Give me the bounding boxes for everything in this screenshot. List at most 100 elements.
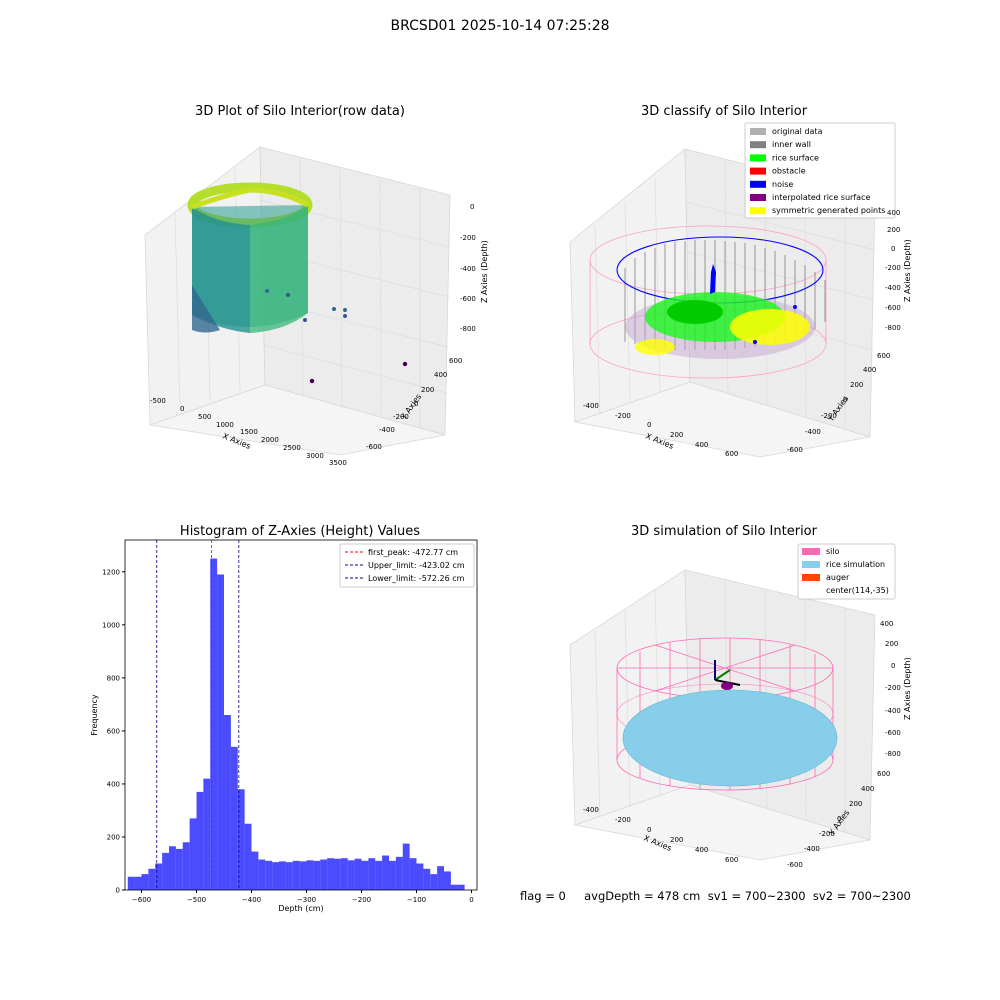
histogram-bar: [244, 823, 252, 890]
histogram-title: Histogram of Z-Axies (Height) Values: [179, 524, 421, 539]
histogram-bar: [155, 863, 163, 890]
legend-label: symmetric generated points: [772, 206, 885, 215]
histogram-y-axis-label: Frequency: [90, 694, 99, 736]
histogram-xtick-label: −600: [132, 896, 151, 904]
histogram-bar: [450, 884, 458, 890]
raw-z-axis-label: Z Axies (Depth): [480, 240, 489, 303]
raw-point-cloud: [187, 182, 408, 384]
classify-ytick: 400: [863, 366, 876, 374]
classify-ytick: 200: [850, 381, 863, 389]
sim-ytick: -600: [787, 861, 803, 869]
legend-label: rice surface: [772, 153, 819, 162]
histogram-bar: [375, 860, 383, 890]
sim-floor-pane: [573, 784, 871, 861]
classify-ytick: 600: [877, 352, 890, 360]
histogram-xtick-label: −500: [187, 896, 206, 904]
figure-title: BRCSD01 2025-10-14 07:25:28: [390, 18, 610, 34]
histogram-x-ticks: −600 −500 −400 −300 −200 −100 0: [132, 890, 474, 904]
legend-label: obstacle: [772, 167, 806, 176]
histogram-bar: [224, 715, 231, 890]
sim-x-ticks: -400 -200 0 200 400 600: [583, 806, 738, 864]
histogram-bar: [134, 876, 142, 890]
classify-xtick: 0: [647, 421, 651, 429]
raw-xtick: -500: [150, 397, 166, 405]
classify-ztick: -600: [885, 304, 901, 312]
histogram-bar: [382, 855, 389, 890]
histogram-bar: [279, 861, 286, 890]
sim-y-ticks: 600 400 200 0 -200 -400 -600: [787, 770, 890, 869]
histogram-legend-label: Upper_limit: -423.02 cm: [368, 561, 465, 570]
simulation-plot-title: 3D simulation of Silo Interior: [631, 524, 817, 539]
histogram-bar: [327, 858, 334, 890]
histogram-bar: [306, 860, 314, 890]
raw-ztick: -200: [460, 234, 476, 242]
sim-xtick: -400: [583, 806, 599, 814]
histogram-bar: [292, 860, 300, 890]
histogram-bar: [175, 848, 183, 890]
raw-ytick: 400: [434, 371, 447, 379]
sim-z-ticks: 400 200 0 -200 -400 -600 -800: [880, 620, 901, 758]
histogram-bar: [299, 861, 307, 890]
raw-xtick: 2000: [261, 436, 279, 444]
histogram-bar: [210, 558, 218, 890]
histogram-y-ticks: 0 200 400 600 800 1000 1200: [102, 568, 125, 895]
legend-label: rice simulation: [826, 560, 885, 569]
sim-ztick: -200: [885, 684, 901, 692]
raw-ytick: -200: [393, 413, 409, 421]
histogram-bar: [368, 858, 376, 890]
raw-ytick: 200: [421, 386, 434, 394]
legend-swatch: [802, 574, 820, 581]
histogram-bar: [347, 860, 355, 890]
sim-auger-triad: [714, 660, 741, 690]
histogram-bar: [265, 860, 273, 890]
raw-ytick: 0: [414, 400, 418, 408]
classify-legend: [744, 122, 896, 219]
sim-legend: [797, 543, 896, 600]
histogram-bar: [217, 574, 224, 890]
histogram-ytick-label: 1200: [102, 568, 120, 576]
status-footer: flag = 0 avgDepth = 478 cm sv1 = 700~230…: [520, 889, 911, 903]
classify-xtick: 600: [725, 450, 738, 458]
legend-label: inner wall: [772, 140, 811, 149]
classify-xtick: -200: [615, 412, 631, 420]
sim-rice-surface: [622, 689, 838, 787]
histogram-xtick-label: −300: [297, 896, 316, 904]
histogram-frame: [124, 539, 478, 891]
histogram-xtick-label: −200: [352, 896, 371, 904]
sim-ztick: -600: [885, 729, 901, 737]
sim-ytick: 400: [861, 785, 874, 793]
histogram-ytick-label: 400: [107, 780, 120, 788]
classify-3d-plot: original data inner wall rice surface obsta…: [569, 122, 912, 458]
sim-ytick: 200: [849, 800, 862, 808]
classify-ztick: -400: [885, 284, 901, 292]
raw-ytick: 600: [449, 357, 462, 365]
histogram-xtick-label: −100: [407, 896, 426, 904]
raw-x-ticks: -500 0 500 1000 1500 2000 2500 3000 3500: [150, 397, 347, 467]
classify-ztick: 400: [887, 209, 900, 217]
legend-label: interpolated rice surface: [772, 193, 870, 202]
classify-ytick: -200: [821, 412, 837, 420]
raw-ytick: -400: [379, 426, 395, 434]
histogram-plot: −600 −500 −400 −300 −200 −100 0 0 200 400 600 800 1…: [90, 539, 478, 913]
raw-ztick: -800: [460, 325, 476, 333]
histogram-bar: [320, 859, 328, 890]
sim-xtick: -200: [615, 816, 631, 824]
legend-swatch: [750, 154, 766, 162]
histogram-reference-lines: [156, 540, 240, 890]
histogram-bar: [340, 858, 348, 890]
histogram-ytick-label: 800: [107, 674, 120, 682]
histogram-x-axis-label: Depth (cm): [278, 904, 323, 913]
legend-label: noise: [772, 180, 793, 189]
histogram-bar: [409, 858, 417, 890]
raw-z-ticks: 0 -200 -400 -600 -800: [460, 203, 476, 333]
sim-ztick: -800: [885, 750, 901, 758]
legend-swatch: [750, 141, 766, 149]
legend-swatch: [750, 194, 766, 201]
histogram-ytick-label: 0: [116, 887, 120, 895]
histogram-bar: [182, 842, 190, 890]
histogram-bar: [423, 868, 431, 890]
raw-ztick: 0: [470, 203, 474, 211]
raw-xtick: 500: [198, 413, 211, 421]
classify-xtick: -400: [583, 402, 599, 410]
sim-ztick: 400: [880, 620, 893, 628]
